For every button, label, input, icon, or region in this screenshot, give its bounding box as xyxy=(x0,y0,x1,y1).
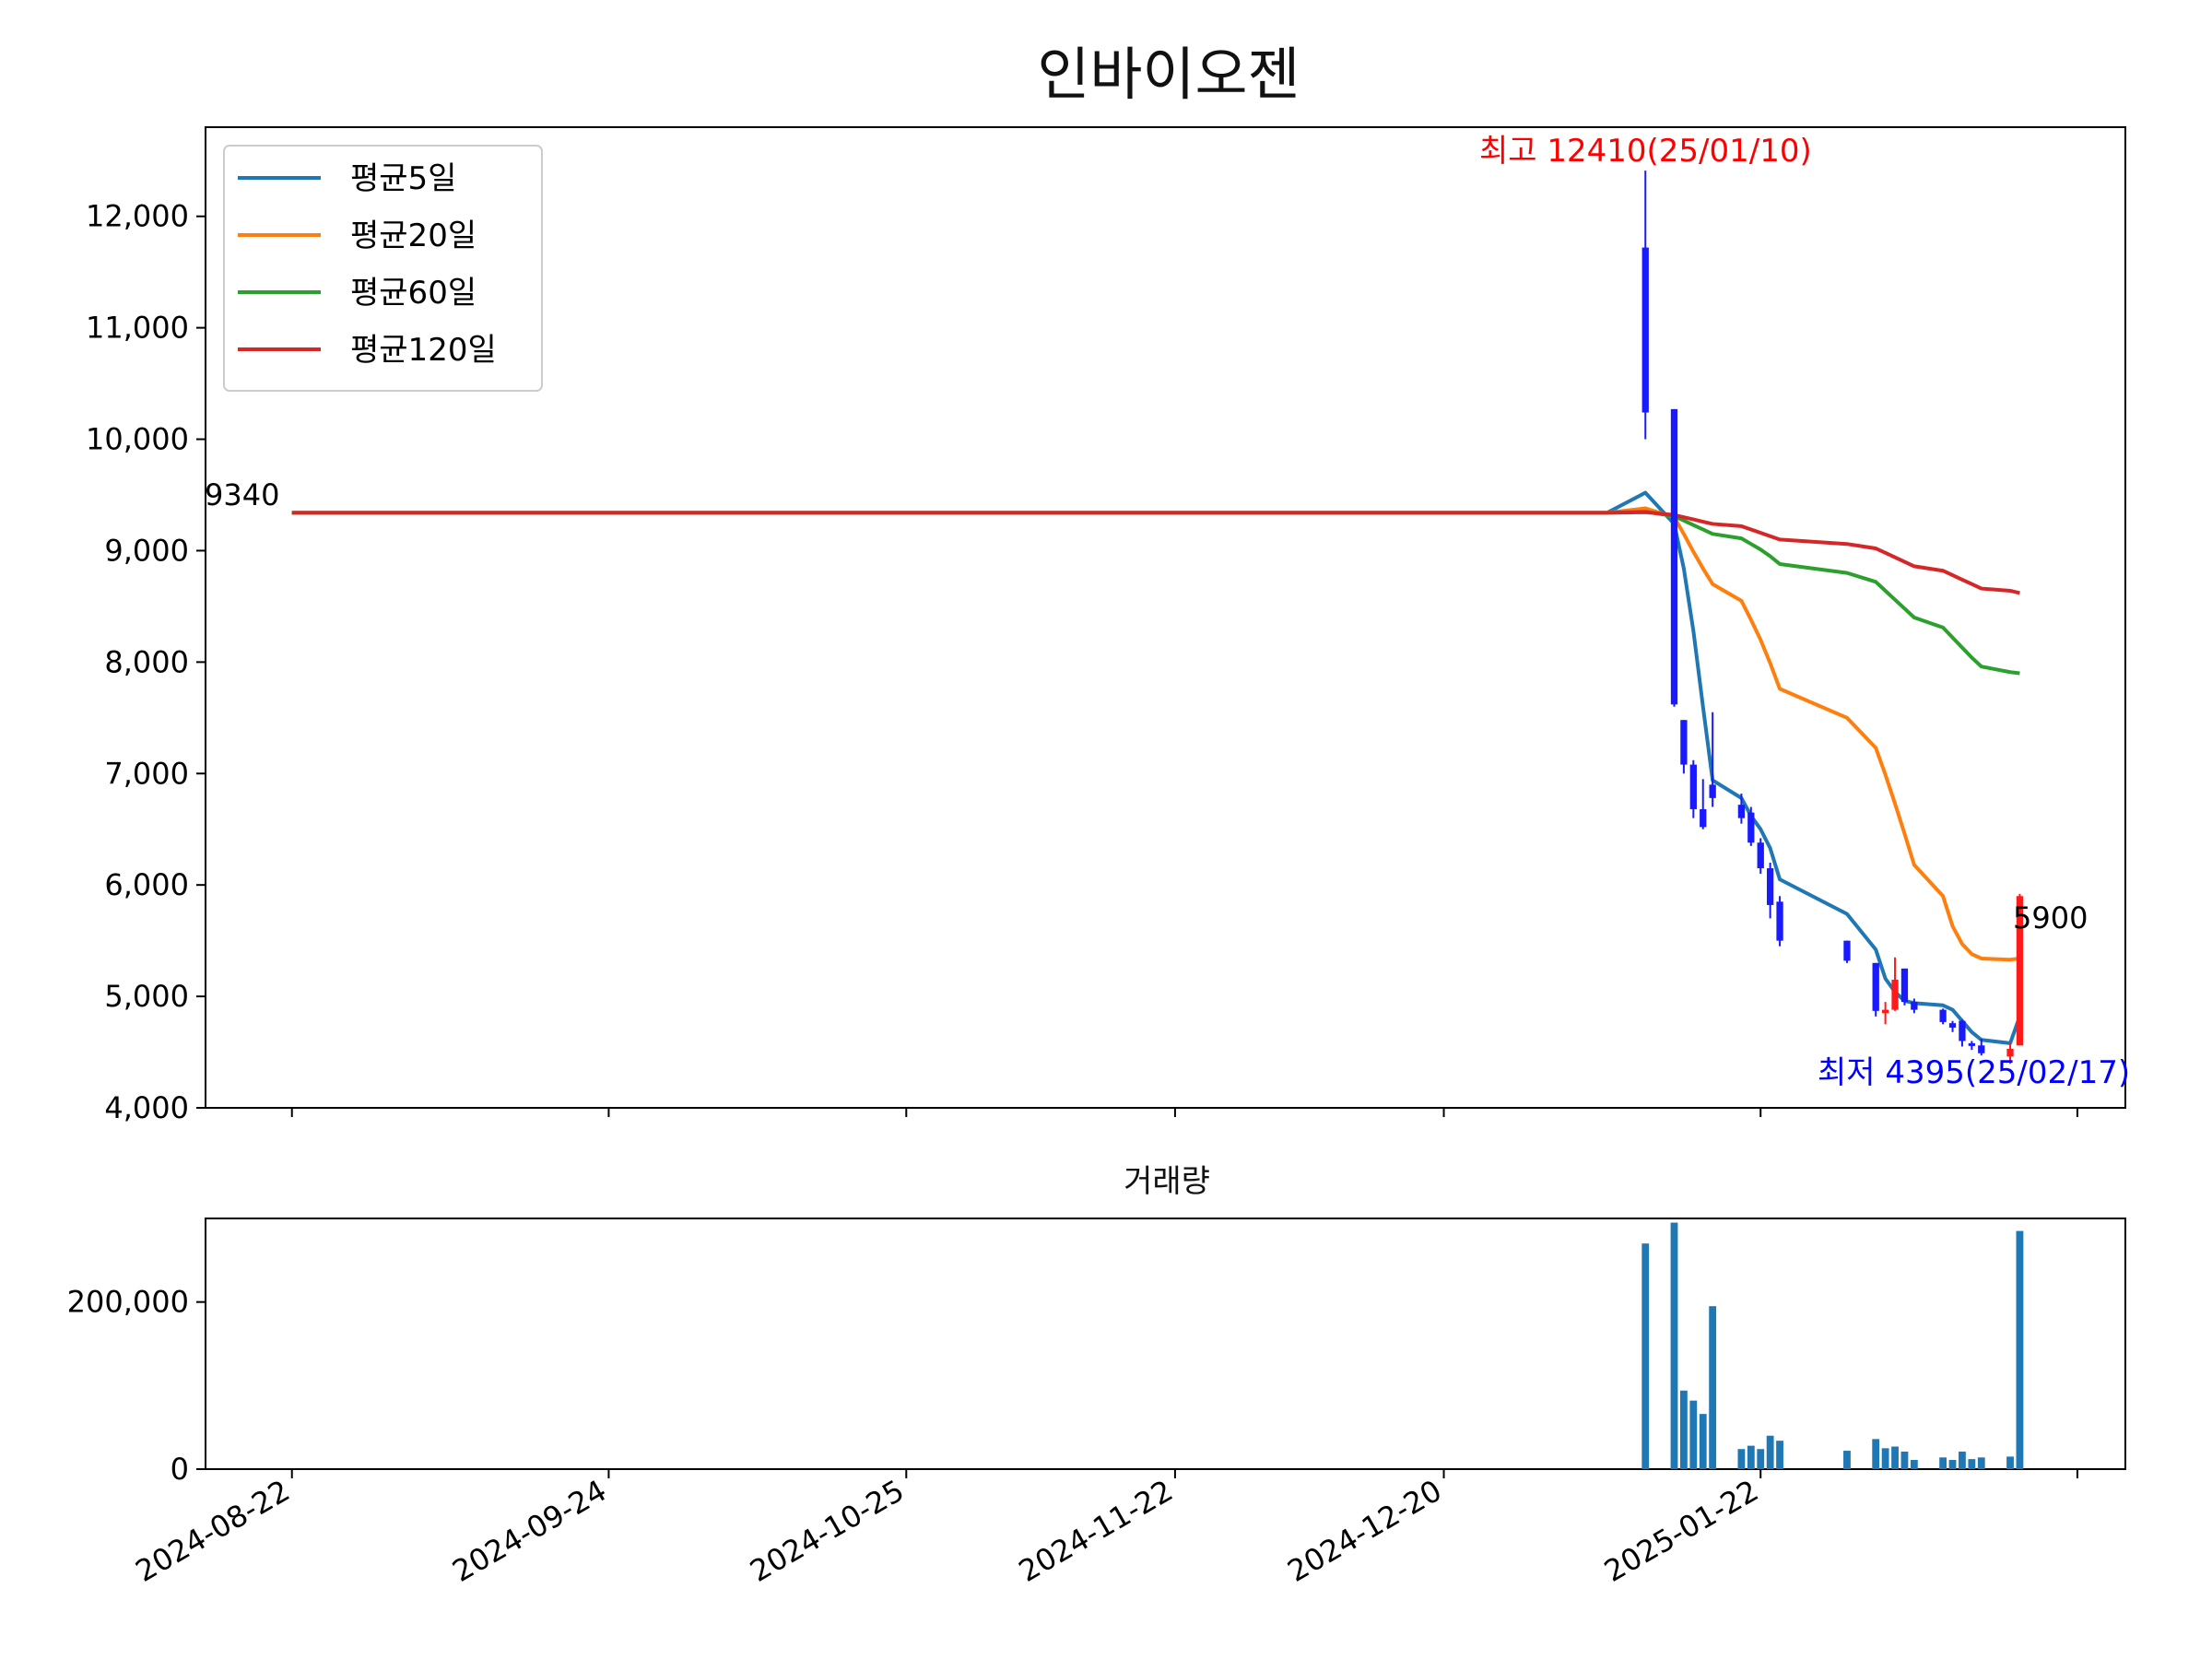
volume-bar xyxy=(1948,1460,1957,1469)
date-tick-label: 2024-09-24 xyxy=(446,1473,612,1589)
ma-line-ma120 xyxy=(291,510,2020,595)
volume-bars xyxy=(1641,1222,2024,1469)
candle-body xyxy=(1641,247,1649,413)
price-y-tick-label: 10,000 xyxy=(86,422,189,457)
candle-body xyxy=(1900,968,1909,1003)
price-y-tick-label: 8,000 xyxy=(104,644,189,679)
ma-line-ma20 xyxy=(291,506,2020,962)
volume-y-axis: 0 200,000 xyxy=(67,1285,206,1487)
candle-body xyxy=(1939,1009,1947,1022)
ma-line-ma60 xyxy=(291,510,2020,676)
high-annotation: 최고 12410(25/01/10) xyxy=(1479,133,1812,170)
price-x-ticks xyxy=(290,1108,2078,1117)
start-price-label: 9340 xyxy=(205,477,279,512)
price-annotations: 9340 5900 최고 12410(25/01/10) 최저 4395(25/… xyxy=(205,133,2130,1091)
volume-bar xyxy=(1737,1449,1746,1469)
chart-title: 인바이오젠 xyxy=(1037,41,1300,108)
price-y-tick-label: 11,000 xyxy=(86,311,189,346)
candle-body xyxy=(1843,940,1851,961)
candle-body xyxy=(2006,1048,2014,1057)
price-y-tick-label: 4,000 xyxy=(104,1090,189,1125)
moving-average-lines xyxy=(291,490,2022,1045)
legend-label: 평균120일 xyxy=(350,332,497,369)
volume-y-tick-label: 0 xyxy=(171,1452,189,1487)
volume-bar xyxy=(1881,1448,1889,1469)
volume-bar xyxy=(2006,1456,2014,1469)
candle-body xyxy=(1700,808,1707,828)
volume-bar xyxy=(2016,1230,2024,1469)
volume-bar xyxy=(1670,1222,1678,1469)
price-y-tick-label: 6,000 xyxy=(104,867,189,902)
candle-body xyxy=(1709,784,1716,798)
price-y-tick-label: 9,000 xyxy=(104,533,189,568)
legend-label: 평균20일 xyxy=(350,218,477,254)
volume-bar xyxy=(1766,1435,1774,1469)
date-tick-label: 2024-08-22 xyxy=(130,1473,296,1589)
volume-bar xyxy=(1709,1306,1717,1469)
last-price-label: 5900 xyxy=(2013,900,2088,935)
candle-body xyxy=(1680,720,1688,765)
candle-body xyxy=(1757,842,1764,869)
candle-body xyxy=(1766,868,1774,905)
volume-bar xyxy=(1891,1446,1899,1469)
candle-body xyxy=(1737,805,1746,818)
candle-body xyxy=(1872,962,1879,1011)
candle-body xyxy=(1776,901,1783,941)
price-panel-frame xyxy=(205,126,2126,1109)
volume-bar xyxy=(1959,1451,1966,1469)
candle-body xyxy=(1891,979,1899,1010)
volume-title: 거래량 xyxy=(1124,1163,1210,1200)
volume-bar xyxy=(1641,1243,1650,1469)
candle-body xyxy=(1881,1009,1889,1014)
volume-panel-frame xyxy=(205,1218,2126,1470)
volume-bar xyxy=(1757,1449,1765,1469)
candle-body xyxy=(1747,812,1755,843)
volume-bar xyxy=(1939,1457,1947,1469)
volume-bar xyxy=(1968,1459,1976,1469)
volume-bar xyxy=(1680,1390,1688,1469)
candle-body xyxy=(1911,1002,1918,1010)
date-tick-label: 2024-12-20 xyxy=(1281,1473,1447,1589)
price-y-axis: 4,000 5,000 6,000 7,000 8,000 9,000 10,000 11,0… xyxy=(86,199,206,1125)
volume-bar xyxy=(1843,1451,1851,1469)
volume-bar xyxy=(1776,1441,1783,1469)
ma-line-ma5 xyxy=(291,490,2022,1045)
price-y-tick-label: 5,000 xyxy=(104,979,189,1014)
price-y-tick-label: 7,000 xyxy=(104,756,189,791)
date-tick-label: 2024-10-25 xyxy=(744,1473,910,1589)
date-tick-label: 2024-11-22 xyxy=(1013,1473,1179,1589)
volume-bar xyxy=(1900,1451,1909,1469)
legend-label: 평균60일 xyxy=(350,275,477,312)
candle-body xyxy=(1959,1020,1966,1041)
candlesticks xyxy=(1641,171,2024,1065)
volume-y-tick-label: 200,000 xyxy=(67,1285,189,1320)
low-annotation: 최저 4395(25/02/17) xyxy=(1818,1054,2130,1091)
candle-body xyxy=(1968,1042,1976,1046)
volume-bar xyxy=(1689,1400,1698,1469)
candle-body xyxy=(1670,408,1678,705)
legend-label: 평균5일 xyxy=(350,160,456,197)
volume-bar xyxy=(1977,1457,1985,1469)
candle-body xyxy=(1978,1045,1985,1053)
volume-bar xyxy=(1910,1460,1918,1469)
candle-body xyxy=(1689,764,1697,809)
volume-x-axis: 2024-08-22 2024-09-24 2024-10-25 2024-11-22… xyxy=(130,1469,2078,1589)
date-tick-label: 2025-01-22 xyxy=(1598,1473,1764,1589)
legend-box xyxy=(223,145,543,392)
volume-bar xyxy=(1747,1445,1755,1469)
candle-body xyxy=(2016,896,2024,1046)
volume-bar xyxy=(1699,1414,1707,1469)
volume-bar xyxy=(1872,1439,1880,1469)
candle-body xyxy=(1948,1023,1957,1028)
price-y-tick-label: 12,000 xyxy=(86,199,189,234)
